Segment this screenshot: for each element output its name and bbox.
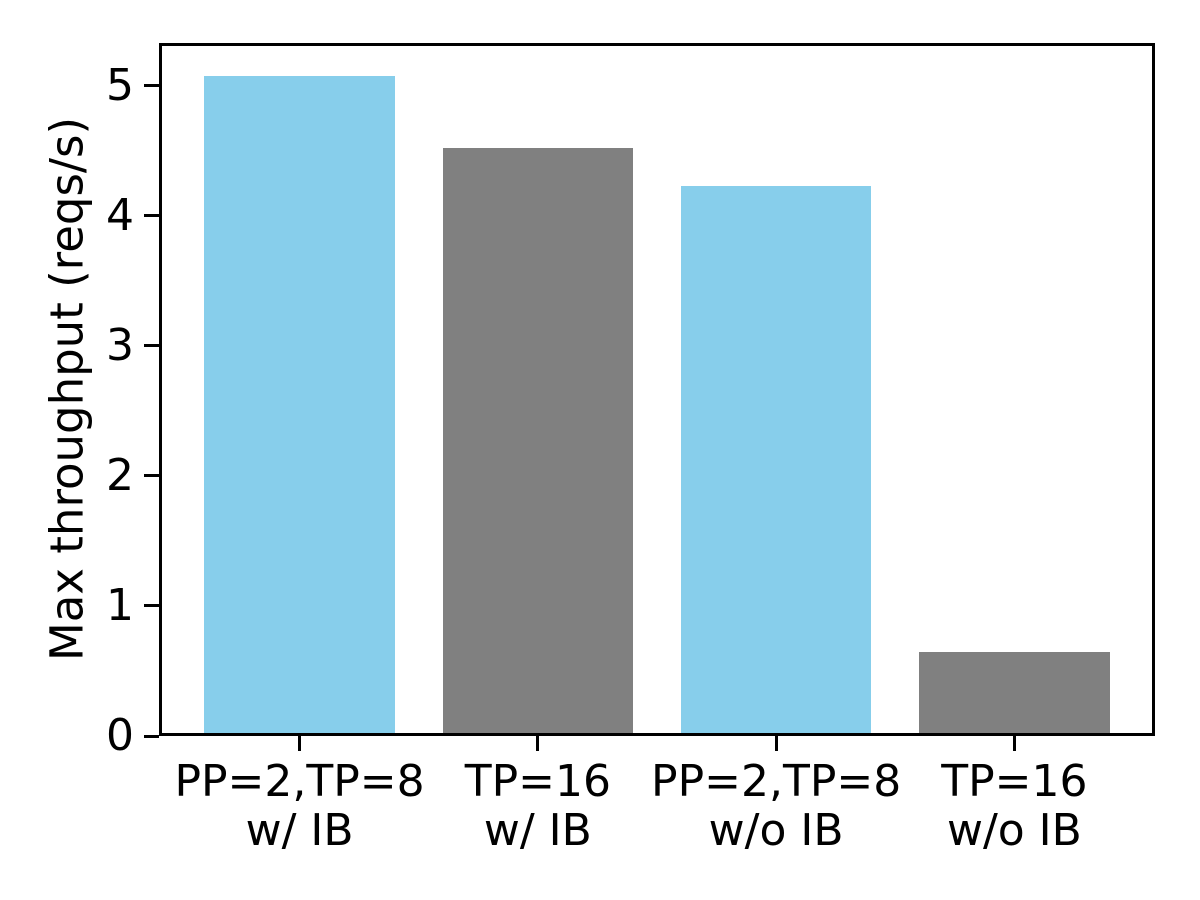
x-tick-label: PP=2,TP=8 w/o IB: [616, 757, 936, 855]
y-tick-label: 0: [106, 710, 134, 761]
bar-1: [442, 148, 634, 736]
y-tick-label: 2: [106, 449, 134, 501]
y-tick-mark: [144, 344, 159, 348]
x-tick-label-line: w/o IB: [946, 805, 1082, 856]
y-tick-mark: [144, 214, 159, 218]
bar-3: [919, 651, 1110, 736]
x-tick-mark: [774, 736, 778, 751]
x-tick-label-line: PP=2,TP=8: [174, 756, 425, 807]
x-tick-label-line: w/o IB: [708, 805, 844, 856]
x-tick-mark: [1012, 736, 1016, 751]
x-tick-label: TP=16 w/ IB: [378, 757, 698, 855]
y-tick-label: 1: [106, 579, 134, 631]
y-tick-label: 5: [106, 59, 134, 111]
x-tick-label: PP=2,TP=8 w/ IB: [140, 757, 460, 855]
x-tick-label-line: w/ IB: [245, 805, 354, 856]
x-tick-label-line: PP=2,TP=8: [651, 756, 902, 807]
x-tick-mark: [298, 736, 302, 751]
bar-0: [204, 75, 395, 736]
y-tick-label: 3: [106, 319, 134, 371]
y-tick-mark: [144, 84, 159, 88]
y-tick-mark: [144, 604, 159, 608]
y-tick-label: 4: [106, 189, 134, 241]
x-tick-label-line: TP=16: [464, 756, 611, 807]
plot-area: [159, 43, 1155, 736]
x-tick-label-line: TP=16: [941, 756, 1088, 807]
x-tick-mark: [536, 736, 540, 751]
bar-2: [680, 186, 872, 736]
y-tick-mark: [144, 734, 159, 738]
x-tick-label-line: w/ IB: [483, 805, 592, 856]
x-tick-label: TP=16 w/o IB: [854, 757, 1174, 855]
y-tick-mark: [144, 474, 159, 478]
